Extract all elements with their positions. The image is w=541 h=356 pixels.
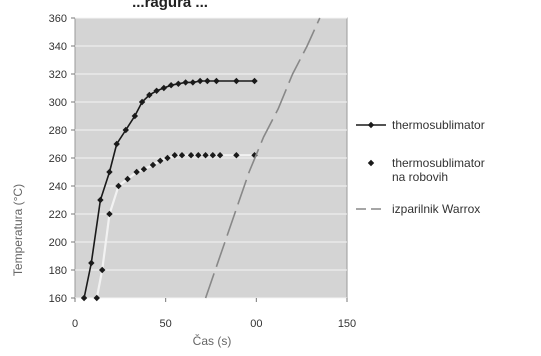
x-axis-title: Čas (s) xyxy=(193,333,232,348)
x-axis-ticks: 0 50 00 150 xyxy=(72,298,356,330)
legend-label: thermosublimator xyxy=(392,156,485,170)
y-tick-label: 320 xyxy=(49,69,67,81)
gridlines xyxy=(75,17,347,299)
x-tick-label: 50 xyxy=(160,318,172,330)
x-tick-label: 0 xyxy=(72,318,78,330)
data-point xyxy=(189,79,197,86)
legend-label: na robovih xyxy=(392,170,448,184)
chart-title: ...ragura ... xyxy=(132,0,208,11)
data-point xyxy=(93,294,100,302)
y-tick-label: 240 xyxy=(49,181,67,193)
y-axis-title: Temperatura (°C) xyxy=(11,184,25,276)
data-point xyxy=(233,152,240,159)
y-tick-label: 220 xyxy=(49,209,67,221)
data-point xyxy=(157,157,164,164)
data-point xyxy=(133,168,140,176)
data-point xyxy=(131,112,139,120)
data-point xyxy=(233,77,240,85)
data-point xyxy=(106,210,113,218)
y-tick-label: 360 xyxy=(49,13,67,25)
data-point xyxy=(195,152,202,159)
data-point xyxy=(80,294,88,302)
data-point xyxy=(160,84,168,92)
y-tick-label: 340 xyxy=(49,41,67,53)
data-point xyxy=(182,79,189,86)
y-tick-label: 260 xyxy=(49,153,67,165)
data-point xyxy=(124,175,131,183)
data-point xyxy=(122,126,129,134)
data-point xyxy=(140,166,148,173)
data-point xyxy=(153,87,160,94)
y-tick-label: 200 xyxy=(49,237,67,249)
data-point xyxy=(167,82,175,89)
series-1 xyxy=(80,77,258,302)
legend-entry: izparilnik Warrox xyxy=(356,202,480,216)
data-point xyxy=(196,77,204,85)
data-point xyxy=(113,140,120,148)
legend-label: thermosublimator xyxy=(392,118,485,132)
data-point xyxy=(115,182,122,190)
data-point xyxy=(216,152,224,159)
series-layer xyxy=(80,17,321,302)
legend-label: izparilnik Warrox xyxy=(392,202,480,216)
x-tick-label: 00 xyxy=(250,318,262,330)
data-point xyxy=(138,98,146,106)
y-tick-label: 280 xyxy=(49,125,67,137)
data-point xyxy=(204,77,211,85)
x-tick-label: 150 xyxy=(338,318,356,330)
data-point xyxy=(213,77,220,85)
data-point xyxy=(202,152,209,159)
legend-entry: thermosublimator xyxy=(356,118,485,132)
data-point xyxy=(99,266,106,274)
data-point xyxy=(209,152,217,159)
legend-swatch-marker xyxy=(367,159,375,167)
series-3 xyxy=(204,17,321,299)
y-axis-ticks: 160 180 200 220 240 260 280 300 320 340 360 xyxy=(49,13,75,305)
series-line xyxy=(204,17,321,299)
series-2 xyxy=(93,152,258,302)
legend-swatch-marker xyxy=(367,121,375,129)
data-point xyxy=(178,152,186,159)
data-point xyxy=(146,91,153,99)
data-point xyxy=(149,161,157,169)
data-point xyxy=(97,196,104,204)
y-tick-label: 180 xyxy=(49,265,67,277)
y-tick-label: 300 xyxy=(49,97,67,109)
y-tick-label: 160 xyxy=(49,293,67,305)
data-point xyxy=(187,152,195,159)
data-point xyxy=(175,80,182,87)
data-point xyxy=(106,168,113,176)
data-point xyxy=(164,154,171,162)
data-point xyxy=(88,259,95,267)
data-point xyxy=(251,77,258,85)
data-point xyxy=(171,152,178,159)
